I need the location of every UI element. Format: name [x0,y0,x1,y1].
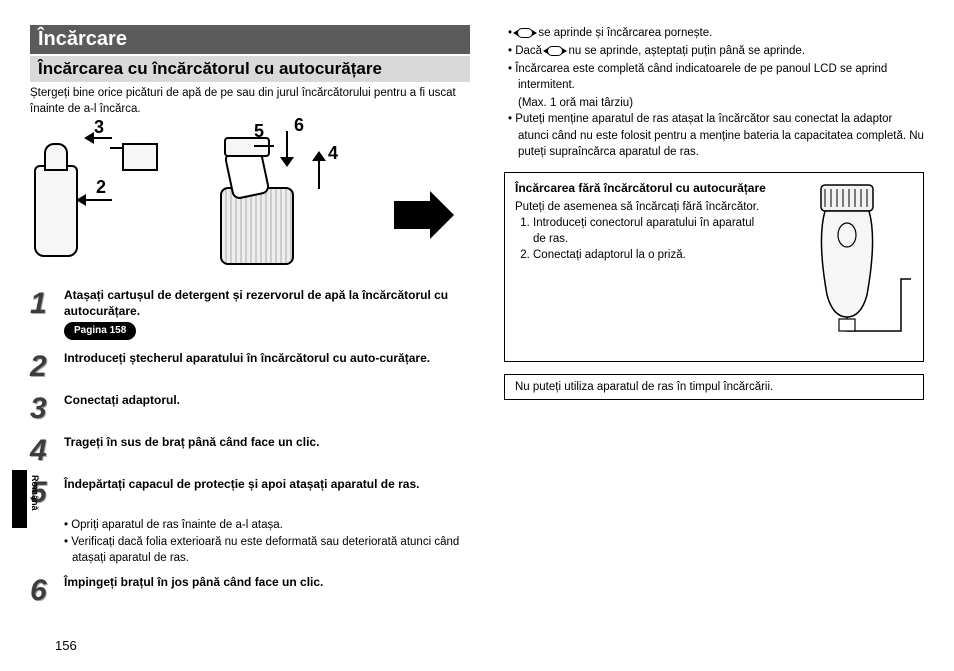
step-1-text: Atașați cartușul de detergent și rezervo… [64,288,448,318]
step-number-3: 3 [30,392,64,424]
page-reference-pill: Pagina 158 [64,322,136,340]
charging-diagram: 2 3 6 5 4 [30,125,470,275]
led-icon [517,28,533,38]
step-3-text: Conectați adaptorul. [64,393,180,407]
diagram-label-3: 3 [94,117,104,138]
box-list-2: Conectați adaptorul la o priză. [533,247,763,263]
bullet-2: nu se aprinde, așteptați puțin până se a… [565,45,805,57]
arrow-icon [430,191,454,239]
page-number: 156 [55,638,77,653]
diagram-label-5: 5 [254,121,264,142]
box-list-1: Introduceți conectorul aparatului în apa… [533,215,763,247]
step-number-6: 6 [30,574,64,606]
usage-note-box: Nu puteți utiliza aparatul de ras în tim… [504,374,924,400]
box-text: Puteți de asemenea să încărcați fără înc… [515,199,765,215]
language-label: Română [30,475,40,511]
language-tab [12,470,27,528]
diagram-label-4: 4 [328,143,338,164]
diagram-label-2: 2 [96,177,106,198]
shaver-illustration [773,179,913,349]
led-icon [547,46,563,56]
step-number-2: 2 [30,350,64,382]
step-number-4: 4 [30,434,64,466]
bullet-3-sub: (Max. 1 oră mai târziu) [504,95,924,111]
bullet-4: • Puteți menține aparatul de ras atașat … [504,111,924,159]
intro-text: Ștergeți bine orice picături de apă de p… [30,86,470,117]
right-bullet-list: • se aprinde și încărcarea pornește. • D… [504,25,924,160]
step-6-text: Împingeți brațul în jos până când face u… [64,575,323,589]
diagram-label-6: 6 [294,115,304,136]
step-5-note-2: • Verificați dacă folia exterioară nu es… [64,535,470,566]
bullet-1: se aprinde și încărcarea pornește. [535,27,712,39]
step-5-text: Îndepărtați capacul de protecție și apoi… [64,477,419,491]
step-number-1: 1 [30,287,64,319]
bullet-3: • Încărcarea este completă când indicato… [504,61,924,93]
step-2-text: Introduceți ștecherul aparatului în încă… [64,351,430,365]
step-4-text: Trageți în sus de braț până când face un… [64,435,319,449]
charging-without-cleaner-box: Încărcarea fără încărcătorul cu autocură… [504,172,924,362]
section-subtitle: Încărcarea cu încărcătorul cu autocurăța… [30,56,470,82]
section-title: Încărcare [30,25,470,54]
step-5-note-1: • Opriți aparatul de ras înainte de a-l … [64,518,470,534]
